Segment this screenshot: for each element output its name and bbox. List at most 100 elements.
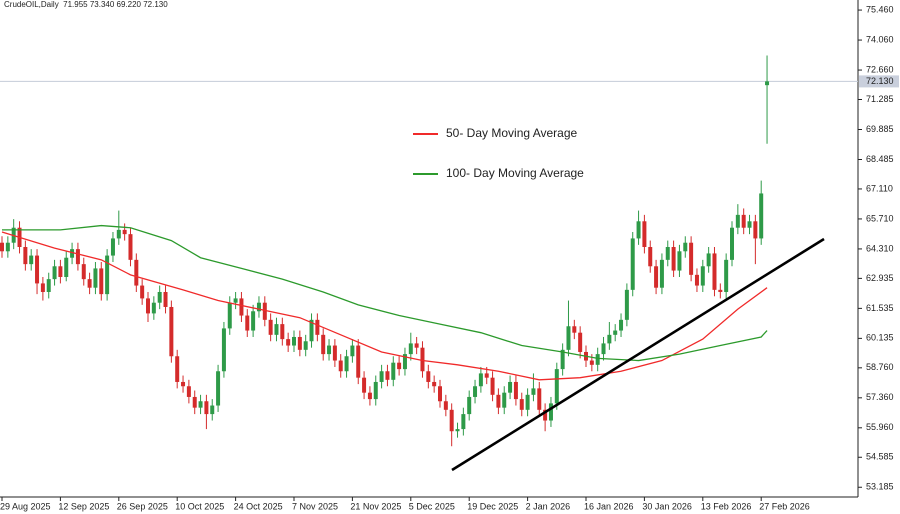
- candle-body: [735, 214, 740, 228]
- candle-body: [221, 328, 226, 372]
- x-tick-label: 16 Jan 2026: [584, 501, 634, 511]
- candle-body: [420, 347, 425, 372]
- candle-body: [537, 388, 542, 410]
- candle-body: [58, 266, 63, 277]
- candle-body: [624, 289, 629, 320]
- y-tick-label: 62.935: [866, 273, 894, 283]
- candle-body: [706, 253, 711, 267]
- legend-label: 100- Day Moving Average: [446, 166, 584, 180]
- candle-body: [23, 247, 28, 265]
- x-tick-label: 27 Feb 2026: [759, 501, 810, 511]
- candle-body: [268, 319, 273, 335]
- candle-body: [613, 330, 618, 335]
- header: CrudeOIL,Daily 71.955 73.340 69.220 72.1…: [4, 0, 168, 9]
- y-tick-label: 71.285: [866, 94, 894, 104]
- candle-body: [233, 298, 238, 303]
- candle-body: [251, 311, 256, 331]
- candle-body: [338, 360, 343, 372]
- x-tick-label: 30 Jan 2026: [642, 501, 692, 511]
- candle-body: [689, 242, 694, 275]
- candle-body: [683, 242, 688, 252]
- candle-body: [362, 377, 367, 393]
- y-tick-label: 67.110: [866, 183, 893, 193]
- y-tick-label: 69.885: [866, 124, 894, 134]
- x-tick-label: 24 Oct 2025: [234, 501, 283, 511]
- candle-body: [753, 221, 758, 239]
- candle-body: [677, 251, 682, 271]
- candle-body: [572, 326, 577, 333]
- candle-body: [64, 257, 69, 277]
- candle-body: [105, 255, 110, 295]
- candle-body: [87, 279, 92, 288]
- y-tick-label: 75.460: [866, 4, 894, 14]
- candle-body: [502, 392, 507, 408]
- x-tick-label: 21 Nov 2025: [350, 501, 401, 511]
- candle-body: [659, 259, 664, 288]
- legend: 50- Day Moving Average 100- Day Moving Av…: [413, 126, 584, 180]
- candle-body: [765, 81, 770, 86]
- candle-body: [543, 409, 548, 421]
- candle-body: [146, 298, 150, 314]
- candle-body: [0, 242, 4, 252]
- candle-body: [373, 381, 378, 400]
- candle-body: [467, 396, 472, 415]
- candle-body: [332, 345, 337, 361]
- candle-body: [151, 302, 156, 314]
- x-tick-label: 10 Oct 2025: [175, 501, 224, 511]
- trendline: [451, 237, 825, 472]
- candle-body: [513, 381, 518, 400]
- candle-body: [134, 259, 139, 286]
- candle-body: [186, 386, 191, 397]
- candle-body: [175, 356, 180, 382]
- candle-body: [531, 388, 536, 395]
- candle-body: [239, 298, 244, 316]
- candle-body: [46, 279, 51, 292]
- candle-body: [356, 345, 361, 378]
- candle-body: [636, 221, 641, 239]
- candle-body: [110, 238, 115, 256]
- candle-body: [5, 242, 10, 252]
- candle-body: [461, 414, 466, 430]
- candle-body: [274, 324, 279, 335]
- candle-body: [52, 266, 57, 280]
- candle-body: [292, 336, 296, 346]
- candle-body: [297, 336, 302, 350]
- y-tick-label: 74.060: [866, 34, 894, 44]
- candle-body: [350, 345, 355, 357]
- candle-body: [408, 343, 413, 355]
- candle-body: [548, 403, 553, 421]
- candle-body: [309, 319, 314, 342]
- candle-body: [560, 349, 565, 370]
- x-tick-label: 26 Sep 2025: [117, 501, 168, 511]
- candle-body: [741, 214, 746, 228]
- y-tick-label: 60.135: [866, 333, 894, 343]
- y-tick-label: 68.485: [866, 154, 894, 164]
- x-tick-label: 5 Dec 2025: [409, 501, 455, 511]
- candle-body: [128, 234, 133, 260]
- candle-body: [694, 274, 699, 286]
- candle-body: [554, 369, 559, 404]
- candle-body: [163, 291, 168, 307]
- candle-body: [379, 371, 384, 382]
- last-price-label: 72.130: [866, 76, 894, 86]
- candle-body: [478, 373, 483, 387]
- candle-body: [169, 306, 174, 357]
- x-tick-label: 12 Sep 2025: [58, 501, 109, 511]
- candle-body: [81, 264, 86, 280]
- candle-body: [496, 394, 501, 408]
- candle-body: [315, 319, 320, 335]
- candle-body: [35, 255, 40, 284]
- candle-body: [204, 401, 209, 415]
- candle-body: [344, 356, 349, 372]
- candle-body: [473, 386, 478, 397]
- candle-body: [256, 302, 261, 312]
- x-tick-label: 19 Dec 2025: [467, 501, 518, 511]
- y-tick-label: 58.760: [866, 362, 894, 372]
- candle-body: [303, 341, 308, 350]
- candle-body: [619, 319, 624, 331]
- candle-body: [75, 249, 80, 265]
- candle-body: [262, 302, 267, 320]
- y-tick-label: 64.310: [866, 243, 894, 253]
